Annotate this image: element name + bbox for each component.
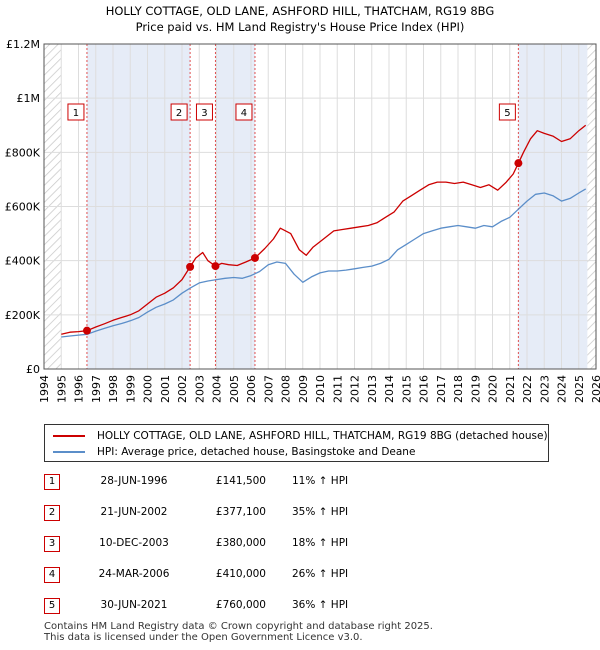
x-tick-label: 2026	[590, 375, 600, 403]
x-tick-label: 2014	[383, 375, 396, 403]
sale-row: 2 21-JUN-2002 £377,100 35% ↑ HPI	[44, 505, 564, 523]
sale-point	[514, 159, 523, 168]
x-tick-label: 2010	[314, 375, 327, 403]
y-tick-label: £0	[26, 363, 40, 376]
y-tick-label: £400K	[5, 255, 41, 268]
x-tick-label: 2001	[159, 375, 172, 403]
sale-price: £380,000	[215, 537, 266, 549]
sale-hpi-change: 35% ↑ HPI	[292, 506, 349, 518]
chart-legend: HOLLY COTTAGE, OLD LANE, ASHFORD HILL, T…	[44, 424, 549, 462]
x-tick-label: 2022	[521, 375, 534, 403]
x-tick-label: 2002	[176, 375, 189, 403]
sale-hpi-change: 26% ↑ HPI	[292, 568, 349, 580]
sale-price: £410,000	[215, 568, 266, 580]
sale-point	[211, 262, 220, 271]
sale-hpi-change: 36% ↑ HPI	[292, 599, 349, 611]
x-tick-label: 2008	[280, 375, 293, 403]
x-tick-label: 2016	[418, 375, 431, 403]
x-tick-label: 1997	[90, 375, 103, 403]
y-tick-label: £1.2M	[6, 38, 40, 51]
sale-hpi-change: 11% ↑ HPI	[292, 475, 349, 487]
y-tick-label: £600K	[5, 201, 41, 214]
x-tick-label: 2006	[245, 375, 258, 403]
y-tick-label: £1M	[17, 92, 41, 105]
sale-price: £377,100	[215, 506, 266, 518]
sale-date: 10-DEC-2003	[99, 537, 169, 549]
sale-row: 1 28-JUN-1996 £141,500 11% ↑ HPI	[44, 474, 564, 492]
sale-number: 4	[44, 567, 60, 583]
sale-number: 1	[44, 474, 60, 490]
chart-subtitle: Price paid vs. HM Land Registry's House …	[136, 20, 465, 34]
sale-price: £760,000	[215, 599, 266, 611]
sale-number: 5	[44, 598, 60, 614]
x-tick-label: 2020	[487, 375, 500, 403]
sale-number: 2	[44, 505, 60, 521]
sale-number-box	[235, 103, 253, 121]
x-tick-label: 1999	[124, 375, 137, 403]
x-tick-label: 2007	[262, 375, 275, 403]
sale-number-box	[67, 103, 85, 121]
sale-number-box	[195, 103, 213, 121]
sale-number-box	[498, 103, 516, 121]
legend-swatch-property	[53, 435, 85, 437]
sale-number-label: 3	[201, 108, 207, 119]
x-tick-label: 2003	[193, 375, 206, 403]
plot-frame	[43, 43, 597, 370]
sale-number-label: 2	[176, 108, 182, 119]
sale-number-label: 4	[241, 108, 247, 119]
sale-date: 30-JUN-2021	[100, 599, 168, 611]
x-tick-label: 1996	[73, 375, 86, 403]
x-tick-label: 2017	[435, 375, 448, 403]
legend-swatch-hpi	[53, 451, 85, 453]
x-tick-label: 2000	[142, 375, 155, 403]
chart-title: HOLLY COTTAGE, OLD LANE, ASHFORD HILL, T…	[106, 4, 495, 18]
legend-label-property: HOLLY COTTAGE, OLD LANE, ASHFORD HILL, T…	[97, 430, 548, 442]
x-tick-label: 2019	[469, 375, 482, 403]
y-tick-label: £200K	[5, 309, 41, 322]
sale-number-box	[170, 103, 188, 121]
sale-point	[250, 253, 259, 262]
legend-label-hpi: HPI: Average price, detached house, Basi…	[97, 446, 416, 458]
x-tick-label: 2015	[400, 375, 413, 403]
series-line-property	[61, 124, 587, 335]
sale-date: 28-JUN-1996	[100, 475, 168, 487]
sale-hpi-change: 18% ↑ HPI	[292, 537, 349, 549]
price-chart: HOLLY COTTAGE, OLD LANE, ASHFORD HILL, T…	[5, 4, 600, 403]
sale-date: 21-JUN-2002	[100, 506, 168, 518]
y-tick-label: £800K	[5, 146, 41, 159]
sale-number: 3	[44, 536, 60, 552]
legend-entry-hpi: HPI: Average price, detached house, Basi…	[53, 444, 415, 460]
x-tick-label: 2004	[211, 375, 224, 403]
sale-row: 4 24-MAR-2006 £410,000 26% ↑ HPI	[44, 567, 564, 585]
sale-number-label: 1	[73, 108, 79, 119]
x-tick-label: 2021	[504, 375, 517, 403]
x-tick-label: 2023	[538, 375, 551, 403]
x-tick-label: 2013	[366, 375, 379, 403]
legend-entry-property: HOLLY COTTAGE, OLD LANE, ASHFORD HILL, T…	[53, 428, 548, 444]
sale-date: 24-MAR-2006	[98, 568, 170, 580]
sale-point	[82, 326, 91, 335]
x-tick-label: 1995	[55, 375, 68, 403]
sale-number-label: 5	[504, 108, 510, 119]
x-tick-label: 2005	[228, 375, 241, 403]
sale-row: 5 30-JUN-2021 £760,000 36% ↑ HPI	[44, 598, 564, 616]
series-line-hpi	[61, 188, 587, 338]
x-tick-label: 2025	[573, 375, 586, 403]
x-tick-label: 1998	[107, 375, 120, 403]
x-tick-label: 2012	[349, 375, 362, 403]
footer-attribution: Contains HM Land Registry data © Crown c…	[44, 621, 433, 643]
footer-line-1: Contains HM Land Registry data © Crown c…	[44, 621, 433, 632]
x-tick-label: 2024	[556, 375, 569, 403]
x-tick-label: 1994	[38, 375, 51, 403]
sale-price: £141,500	[215, 475, 266, 487]
sale-point	[186, 262, 195, 271]
x-tick-label: 2011	[331, 375, 344, 403]
x-tick-label: 2018	[452, 375, 465, 403]
sale-row: 3 10-DEC-2003 £380,000 18% ↑ HPI	[44, 536, 564, 554]
x-tick-label: 2009	[297, 375, 310, 403]
footer-line-2: This data is licensed under the Open Gov…	[44, 632, 363, 643]
